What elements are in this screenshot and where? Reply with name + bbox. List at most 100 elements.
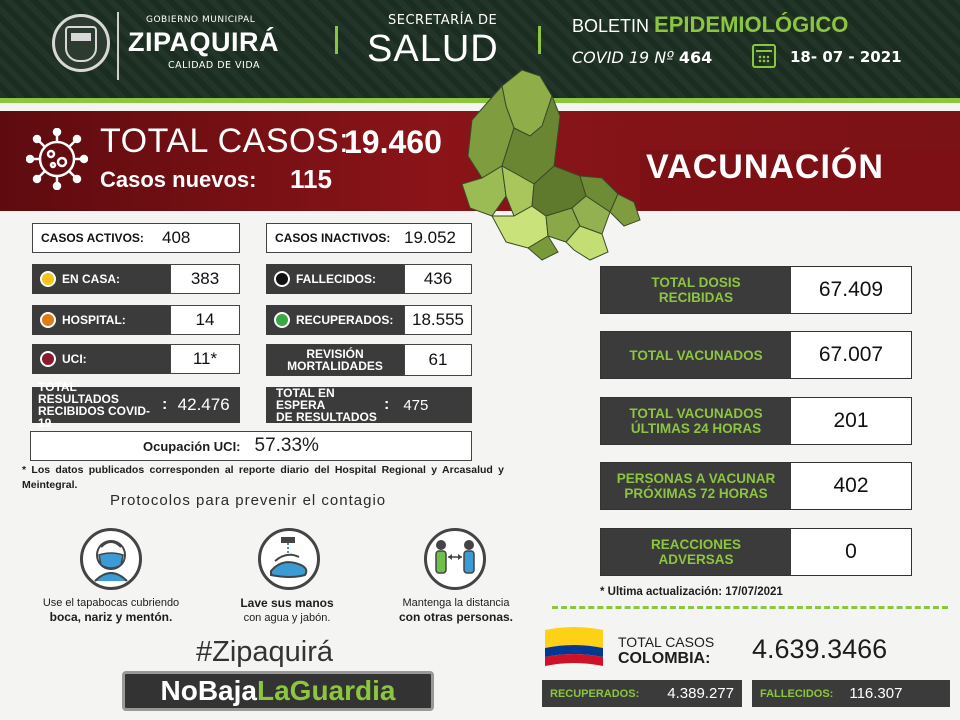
recovered-box: RECUPERADOS: 18.555 [266, 305, 472, 335]
gov-small-text: GOBIERNO MUNICIPAL [146, 15, 256, 25]
colombia-recovered-label: RECUPERADOS: [542, 680, 648, 707]
campaign-white-text: NoBaja [160, 675, 257, 706]
data-source-note: * Los datos publicados corresponden al r… [22, 464, 504, 491]
adverse-reactions-value: 0 [791, 529, 911, 575]
vaccine-doses-received-label-2: RECIBIDAS [658, 290, 734, 305]
recovered-label: RECUPERADOS: [296, 313, 394, 327]
vaccine-doses-received-value: 67.409 [791, 267, 911, 313]
city-tagline: CALIDAD DE VIDA [168, 60, 260, 71]
colombia-deaths-label: FALLECIDOS: [752, 680, 842, 707]
pending-results-label-2: DE RESULTADOS [276, 410, 377, 424]
handwash-icon [258, 528, 320, 590]
deaths-label-cell: FALLECIDOS: [266, 264, 404, 294]
vaccinated-24h-label-1: TOTAL VACUNADOS [629, 406, 763, 421]
pending-results-box: TOTAL EN ESPERA DE RESULTADOS : 475 [266, 387, 472, 423]
mask-icon [80, 528, 142, 590]
protocol-mask-line2: boca, nariz y mentón. [49, 610, 173, 624]
campaign-green-text: LaGuardia [256, 675, 396, 706]
colombia-total-label-2: COLOMBIA: [618, 650, 711, 667]
protocol-distance-line1: Mantenga la distancia [402, 597, 510, 609]
adverse-reactions-label-cell: REACCIONES ADVERSAS [601, 529, 791, 575]
to-vaccinate-72h-label-1: PERSONAS A VACUNAR [616, 471, 776, 486]
hospital-box: HOSPITAL: 14 [32, 305, 240, 335]
results-label-2: RECIBIDOS COVID-19 [38, 404, 151, 430]
total-vaccinated-value: 67.007 [791, 332, 911, 378]
uci-label-cell: UCI: [32, 344, 170, 374]
inactive-cases-value: 19.052 [404, 223, 472, 253]
vaccine-doses-received-label-1: TOTAL DOSIS [651, 275, 741, 290]
to-vaccinate-72h-label-cell: PERSONAS A VACUNAR PRÓXIMAS 72 HORAS [601, 463, 791, 509]
protocols-title: Protocolos para prevenir el contagio [110, 492, 387, 509]
vaccinated-24h-box: TOTAL VACUNADOS ÚLTIMAS 24 HORAS 201 [600, 397, 912, 445]
municipal-crest-logo [52, 14, 110, 72]
last-update-note: * Ultima actualización: 17/07/2021 [600, 586, 783, 598]
vaccinated-24h-label-cell: TOTAL VACUNADOS ÚLTIMAS 24 HORAS [601, 398, 791, 444]
protocol-distance-text: Mantenga la distancia con otras personas… [378, 596, 534, 625]
home-cases-label-cell: EN CASA: [32, 264, 170, 294]
pending-results-value: 475 [389, 387, 472, 423]
results-value: 42.476 [167, 387, 240, 423]
total-vaccinated-box: TOTAL VACUNADOS 67.007 [600, 331, 912, 379]
icu-occupancy-box: Ocupación UCI: 57.33% [30, 431, 472, 461]
vaccinated-24h-label-2: ÚLTIMAS 24 HORAS [630, 421, 762, 436]
to-vaccinate-72h-value: 402 [791, 463, 911, 509]
new-cases-label: Casos nuevos: [100, 167, 257, 192]
colombia-flag-icon [545, 627, 603, 666]
home-cases-value: 383 [170, 264, 240, 294]
red-dot-icon [40, 351, 56, 367]
adverse-reactions-box: REACCIONES ADVERSAS 0 [600, 528, 912, 576]
home-cases-label: EN CASA: [62, 272, 121, 286]
results-colon: : [162, 396, 168, 413]
colombia-recovered-box: RECUPERADOS: 4.389.277 [542, 680, 742, 707]
deaths-value: 436 [404, 264, 472, 294]
city-name: ZIPAQUIRÁ [128, 27, 279, 57]
yellow-dot-icon [40, 271, 56, 287]
new-cases-value: 115 [290, 164, 332, 194]
header-bar: GOBIERNO MUNICIPAL ZIPAQUIRÁ CALIDAD DE … [0, 0, 960, 98]
bulletin-date: 18- 07 - 2021 [790, 48, 902, 66]
calendar-icon [752, 44, 776, 68]
protocol-wash-line2: con agua y jabón. [243, 612, 331, 624]
results-box: TOTAL RESULTADOS RECIBIDOS COVID-19 : 42… [32, 381, 240, 429]
divider [117, 12, 119, 80]
header-gap [0, 103, 960, 111]
mortality-review-label-2: MORTALIDADES [287, 359, 383, 373]
orange-dot-icon [40, 312, 56, 328]
vaccinated-24h-value: 201 [791, 398, 911, 444]
epidemiologico-label: EPIDEMIOLÓGICO [654, 12, 849, 37]
protocol-mask-text: Use el tapabocas cubriendo boca, nariz y… [18, 596, 204, 625]
dashed-divider [552, 606, 948, 609]
boletin-label: BOLETIN [572, 16, 650, 36]
uci-label: UCI: [62, 352, 87, 366]
colombia-deaths-box: FALLECIDOS: 116.307 [752, 680, 950, 707]
total-vaccinated-label: TOTAL VACUNADOS [629, 347, 763, 363]
divider [335, 26, 338, 54]
campaign-hashtag: #Zipaquirá [196, 636, 334, 668]
colombia-recovered-value: 4.389.277 [647, 680, 742, 707]
municipality-map [462, 69, 641, 261]
results-label-1: TOTAL RESULTADOS [38, 380, 119, 406]
pending-results-label-1: TOTAL EN ESPERA [276, 386, 335, 412]
recovered-label-cell: RECUPERADOS: [266, 305, 404, 335]
colombia-total-label-1: TOTAL CASOS [618, 634, 715, 650]
total-cases-label: TOTAL CASOS: [100, 122, 350, 160]
vaccine-doses-received-label-cell: TOTAL DOSIS RECIBIDAS [601, 267, 791, 313]
pending-results-label-cell: TOTAL EN ESPERA DE RESULTADOS [266, 387, 380, 423]
adverse-reactions-label-2: ADVERSAS [658, 552, 734, 567]
hospital-label: HOSPITAL: [62, 313, 126, 327]
protocol-distance-line2: con otras personas. [398, 610, 514, 624]
uci-value: 11* [170, 344, 240, 374]
to-vaccinate-72h-label-2: PRÓXIMAS 72 HORAS [624, 486, 768, 501]
mortality-review-label-1: REVISIÓN [306, 347, 364, 361]
uci-box: UCI: 11* [32, 344, 240, 374]
total-cases-value: 19.460 [344, 124, 442, 160]
protocol-wash-line1: Lave sus manos [240, 596, 334, 610]
bulletin-number: 464 [678, 48, 713, 67]
total-vaccinated-label-cell: TOTAL VACUNADOS [601, 332, 791, 378]
active-cases-box: CASOS ACTIVOS: 408 [32, 223, 240, 253]
deaths-box: FALLECIDOS: 436 [266, 264, 472, 294]
green-dot-icon [274, 312, 290, 328]
vaccination-band [640, 150, 960, 210]
salud-label: SALUD [367, 28, 499, 70]
campaign-banner: NoBaja LaGuardia [122, 671, 434, 711]
